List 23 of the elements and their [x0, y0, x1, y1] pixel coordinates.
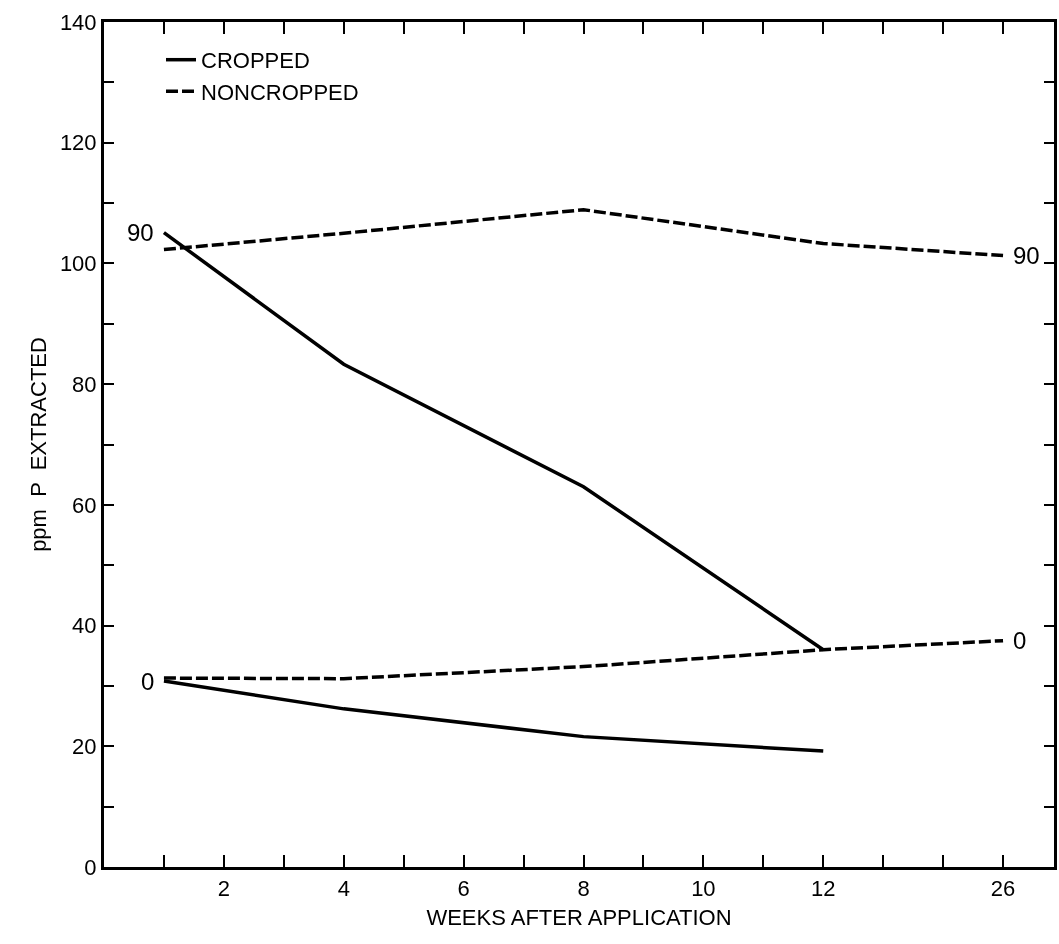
y-tick-label: 0 [84, 854, 97, 880]
x-axis-title: WEEKS AFTER APPLICATION [426, 905, 732, 931]
x-tick-label: 8 [577, 876, 590, 902]
annotation: 90 [127, 219, 154, 246]
y-tick-label: 20 [72, 733, 97, 759]
x-tick-label: 6 [457, 876, 470, 902]
x-tick-label: 4 [337, 876, 350, 902]
y-tick-label: 100 [59, 251, 97, 277]
y-axis-title: ppm P EXTRACTED [25, 337, 51, 552]
y-tick-label: 60 [72, 492, 97, 518]
x-tick-label: 2 [217, 876, 230, 902]
x-tick-label: 12 [811, 876, 836, 902]
x-tick-label: 10 [691, 876, 716, 902]
legend-label: NONCROPPED [201, 79, 359, 105]
y-tick-label: 140 [59, 9, 97, 35]
y-tick-label: 40 [72, 613, 97, 639]
annotation: 0 [141, 668, 155, 695]
y-tick-label: 80 [72, 371, 97, 397]
y-tick-label: 120 [59, 130, 97, 156]
x-tick-label: 26 [990, 876, 1016, 902]
annotation: 90 [1013, 242, 1040, 269]
legend-label: CROPPED [201, 48, 310, 74]
annotation: 0 [1013, 627, 1027, 654]
